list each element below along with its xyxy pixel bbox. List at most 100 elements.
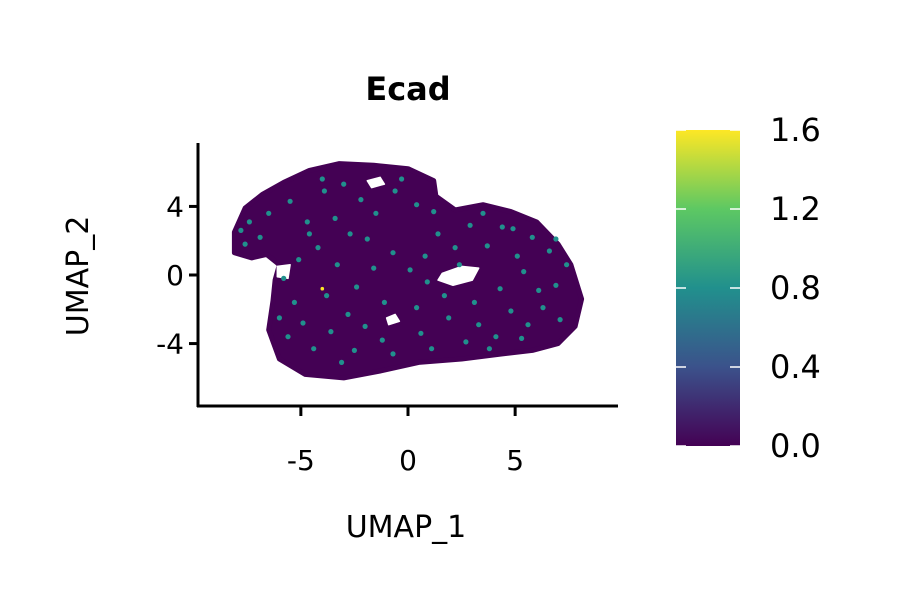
expressing-cell-point bbox=[315, 245, 321, 251]
expressing-cell-point bbox=[414, 305, 420, 311]
expressing-cell-point bbox=[328, 329, 334, 335]
expressing-cell-point bbox=[510, 226, 516, 232]
cluster-gap-3 bbox=[276, 263, 291, 280]
expressing-cell-point bbox=[287, 198, 293, 204]
expressing-cell-point bbox=[525, 322, 531, 328]
expressing-cell-point bbox=[519, 335, 525, 341]
x-tick-label: 5 bbox=[506, 444, 524, 477]
expressing-cell-point bbox=[471, 299, 477, 305]
expressing-cell-point bbox=[414, 202, 420, 208]
expressing-cells bbox=[238, 176, 570, 365]
expressing-cell-point bbox=[435, 231, 441, 237]
colorbar bbox=[676, 130, 740, 446]
expressing-cell-point bbox=[476, 322, 482, 328]
expressing-cell-point bbox=[347, 231, 353, 237]
expressing-cell-point bbox=[564, 262, 570, 268]
y-axis-label: UMAP_2 bbox=[61, 216, 96, 337]
expressing-cell-point bbox=[371, 265, 377, 271]
expressing-cell-point bbox=[441, 293, 447, 299]
x-axis-label: UMAP_1 bbox=[346, 510, 467, 545]
expressing-cell-point bbox=[242, 241, 248, 247]
expressing-cell-point bbox=[546, 248, 553, 254]
y-tick-label: 0 bbox=[166, 259, 184, 292]
expressing-cell-point bbox=[257, 234, 263, 240]
expressing-cell-point bbox=[246, 219, 252, 225]
expressing-cell-point bbox=[291, 299, 297, 305]
expressing-cell-point bbox=[557, 317, 563, 323]
expressing-cell-point bbox=[379, 337, 385, 343]
x-tick-label: -5 bbox=[287, 444, 315, 477]
x-axis-ticks: -5 0 5 bbox=[287, 407, 524, 477]
expressing-cell-point bbox=[238, 227, 244, 233]
expressing-cell-point bbox=[446, 315, 452, 321]
expressing-cell-point bbox=[521, 269, 527, 275]
expressing-cell-point bbox=[364, 236, 370, 242]
expressing-cell-point bbox=[407, 267, 413, 273]
expressing-cell-point bbox=[276, 315, 282, 321]
expressing-cell-point bbox=[285, 334, 291, 340]
high-expression-cell-point bbox=[320, 286, 325, 291]
expressing-cell-point bbox=[514, 253, 520, 259]
expressing-cell-point bbox=[341, 181, 347, 187]
expressing-cell-point bbox=[390, 351, 396, 357]
cluster-gap-0 bbox=[437, 265, 480, 287]
expressing-cell-point bbox=[452, 245, 458, 251]
chart-title: Ecad bbox=[365, 70, 450, 108]
expressing-cell-point bbox=[418, 330, 424, 336]
expressing-cell-point bbox=[422, 253, 428, 259]
expressing-cell-point bbox=[362, 323, 368, 329]
expressing-cell-point bbox=[456, 262, 462, 268]
expressing-cell-point bbox=[486, 346, 492, 352]
expressing-cell-point bbox=[484, 243, 490, 249]
expressing-cell-point bbox=[311, 346, 317, 352]
y-tick-label: -4 bbox=[156, 328, 184, 361]
expressing-cell-point bbox=[339, 359, 345, 365]
expressing-cell-point bbox=[332, 215, 338, 221]
expressing-cell-point bbox=[480, 210, 486, 216]
y-tick-label: 4 bbox=[166, 190, 184, 223]
expressing-cell-point bbox=[324, 293, 330, 299]
y-axis-ticks: -4 0 4 bbox=[156, 190, 198, 361]
colorbar-tick-label: 0.8 bbox=[770, 269, 821, 307]
expressing-cell-point bbox=[536, 287, 542, 293]
expressing-cell-point bbox=[281, 275, 287, 281]
expressing-cell-point bbox=[319, 176, 325, 182]
x-tick-label: 0 bbox=[399, 444, 417, 477]
expressing-cell-point bbox=[381, 299, 387, 305]
colorbar-tick-label: 1.2 bbox=[770, 190, 821, 228]
expressing-cell-point bbox=[463, 339, 469, 345]
expressing-cell-point bbox=[296, 257, 302, 263]
expressing-cell-point bbox=[354, 284, 360, 290]
expressing-cell-point bbox=[334, 262, 340, 268]
cluster-gap-1 bbox=[366, 176, 386, 189]
cluster-gap-2 bbox=[385, 313, 401, 326]
expressing-cell-point bbox=[553, 282, 559, 288]
expressing-cell-point bbox=[373, 210, 379, 216]
expressing-cell-point bbox=[351, 347, 357, 353]
expressing-cell-point bbox=[392, 188, 398, 194]
expressing-cell-point bbox=[467, 222, 473, 228]
expressing-cell-point bbox=[300, 320, 306, 326]
expressing-cell-point bbox=[306, 231, 312, 237]
expressing-cell-point bbox=[553, 236, 559, 242]
expressing-cell-point bbox=[424, 279, 430, 285]
expressing-cell-point bbox=[431, 209, 437, 215]
expressing-cell-point bbox=[493, 334, 499, 340]
expressing-cell-point bbox=[399, 176, 405, 182]
expressing-cell-point bbox=[529, 234, 535, 240]
expressing-cell-point bbox=[321, 188, 327, 194]
expressing-cell-point bbox=[390, 250, 396, 256]
colorbar-tick-label: 1.6 bbox=[770, 111, 821, 149]
colorbar-tick-label: 0.0 bbox=[770, 427, 821, 465]
expressing-cell-point bbox=[508, 308, 514, 314]
expressing-cell-point bbox=[499, 224, 505, 230]
expressing-cell-point bbox=[304, 219, 310, 225]
colorbar-ticks: 1.6 1.2 0.8 0.4 0.0 bbox=[676, 111, 821, 465]
expressing-cell-point bbox=[266, 210, 272, 216]
expressing-cell-point bbox=[358, 197, 364, 203]
expressing-cell-point bbox=[540, 305, 546, 311]
expressing-cell-point bbox=[429, 346, 435, 352]
expressing-cell-point bbox=[497, 286, 503, 292]
